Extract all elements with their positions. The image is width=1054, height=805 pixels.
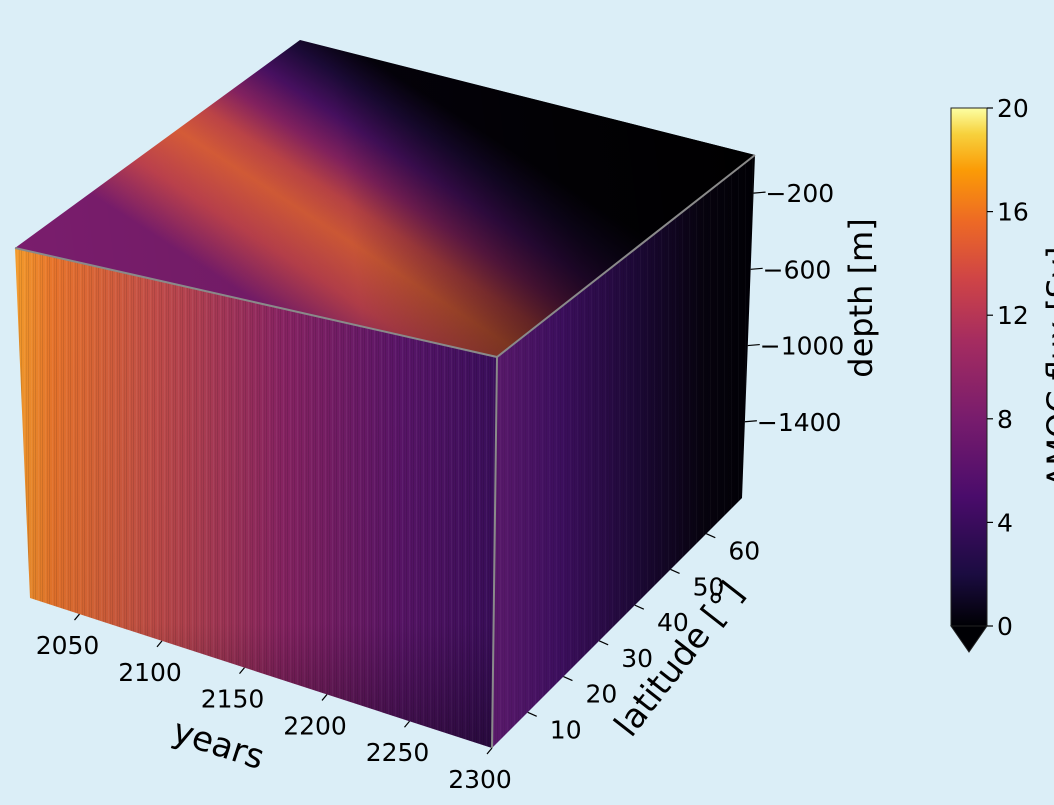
x-tick-label: 2100 bbox=[118, 658, 182, 687]
cube bbox=[14, 40, 756, 749]
x-axis-label: years bbox=[168, 711, 269, 778]
x-tick-mark bbox=[156, 640, 163, 648]
y-tick-label: 10 bbox=[550, 715, 582, 744]
z-tick-mark bbox=[744, 420, 757, 423]
cube-front-shade bbox=[15, 248, 497, 748]
y-tick-mark bbox=[634, 604, 645, 610]
y-tick-mark bbox=[670, 568, 680, 574]
x-tick-mark bbox=[486, 747, 493, 755]
cube-top-shade bbox=[15, 40, 755, 357]
colorbar-extend-min bbox=[950, 625, 988, 653]
y-tick-label: 40 bbox=[657, 608, 689, 637]
colorbar: 0 4 8 12 16 20 AMOC flux [Sv] bbox=[950, 94, 1054, 653]
z-tick-mark bbox=[750, 267, 763, 270]
x-axis-ticks: 2050 2100 2150 2200 2250 2300 bbox=[36, 613, 512, 794]
x-tick-mark bbox=[239, 667, 245, 675]
x-tick-mark bbox=[321, 694, 328, 701]
z-tick-label: −200 bbox=[766, 179, 835, 208]
y-tick-label: 20 bbox=[586, 680, 618, 709]
colorbar-tick-label: 0 bbox=[997, 612, 1013, 641]
cube-front-edge bbox=[491, 356, 498, 749]
colorbar-tick-label: 16 bbox=[997, 198, 1029, 227]
x-tick-label: 2250 bbox=[366, 738, 430, 767]
z-axis-label: depth [m] bbox=[842, 218, 880, 377]
z-axis-ticks: −200 −600 −1000 −1400 bbox=[744, 179, 845, 437]
x-tick-mark bbox=[74, 613, 80, 621]
z-tick-mark bbox=[753, 191, 766, 194]
y-tick-label: 60 bbox=[728, 537, 760, 566]
colorbar-tick-label: 20 bbox=[997, 94, 1029, 123]
z-tick-label: −1000 bbox=[760, 332, 845, 361]
y-tick-mark bbox=[706, 533, 716, 539]
cube-side-streaks bbox=[492, 155, 755, 748]
y-tick-label: 30 bbox=[621, 644, 653, 673]
colorbar-gradient bbox=[950, 107, 988, 627]
colorbar-tick-label: 4 bbox=[997, 508, 1013, 537]
colorbar-tick-label: 12 bbox=[997, 301, 1029, 330]
z-tick-label: −600 bbox=[763, 255, 832, 284]
y-tick-mark bbox=[563, 676, 573, 682]
x-tick-label: 2200 bbox=[283, 711, 347, 740]
x-tick-mark bbox=[404, 720, 410, 728]
z-tick-label: −1400 bbox=[757, 408, 842, 437]
x-tick-label: 2300 bbox=[448, 765, 512, 794]
y-tick-label: 50 bbox=[693, 572, 725, 601]
x-tick-label: 2150 bbox=[201, 685, 265, 714]
y-tick-mark bbox=[598, 640, 609, 646]
colorbar-label: AMOC flux [Sv] bbox=[1040, 247, 1054, 488]
colorbar-tick-label: 8 bbox=[997, 405, 1013, 434]
y-tick-mark bbox=[527, 711, 537, 717]
colorbar-ticks: 0 4 8 12 16 20 bbox=[987, 94, 1029, 641]
z-tick-mark bbox=[747, 343, 760, 347]
x-tick-label: 2050 bbox=[36, 631, 100, 660]
